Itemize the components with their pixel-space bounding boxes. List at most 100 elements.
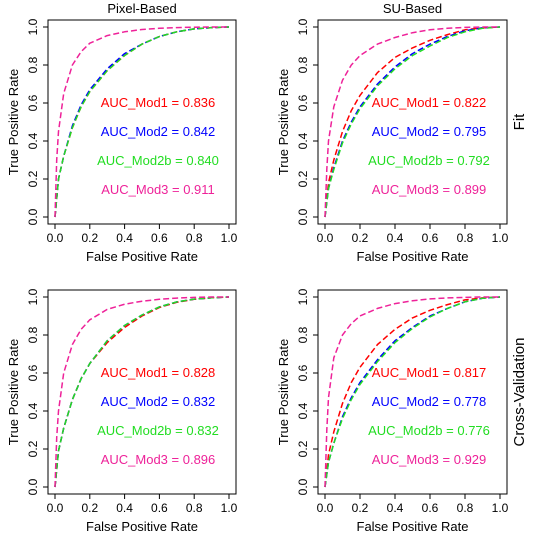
y-tick-label: 0.8	[26, 56, 40, 73]
roc-curve-4	[54, 296, 229, 488]
y-tick-label: 1.0	[26, 288, 40, 305]
y-axis-label: True Positive Rate	[6, 69, 21, 175]
legend-entry: AUC_Mod3 = 0.896	[101, 452, 216, 467]
x-axis: 0.0 0.2 0.4 0.6 0.8 1.0 False Positive Rate	[47, 224, 238, 264]
x-tick-label: 0.4	[387, 501, 404, 515]
plot-frame	[317, 289, 508, 495]
x-tick-label: 0.2	[352, 231, 369, 245]
x-tick-label: 0.6	[422, 231, 439, 245]
x-tick-label: 1.0	[221, 501, 238, 515]
x-tick-label: 0.4	[387, 231, 404, 245]
legend-entry: AUC_Mod2 = 0.778	[372, 394, 487, 409]
x-tick-label: 0.2	[81, 231, 98, 245]
x-tick-label: 0.0	[47, 231, 64, 245]
legend-entry: AUC_Mod3 = 0.929	[372, 452, 487, 467]
plot-frame	[317, 19, 508, 225]
x-tick-label: 0.0	[317, 501, 334, 515]
x-axis: 0.0 0.2 0.4 0.6 0.8 1.0 False Positive Rate	[317, 494, 509, 534]
legend-entry: AUC_Mod2 = 0.842	[101, 124, 216, 139]
legend-entry: AUC_Mod1 = 0.828	[101, 365, 216, 380]
row-label: Cross-Validation	[511, 338, 528, 447]
y-tick-label: 0.0	[296, 208, 310, 225]
x-tick-label: 0.6	[151, 501, 168, 515]
y-tick-label: 0.6	[26, 94, 40, 111]
row-label: Fit	[511, 113, 528, 130]
roc-curve-1	[324, 26, 501, 218]
x-axis-label: False Positive Rate	[86, 249, 198, 264]
x-axis-label: False Positive Rate	[357, 249, 469, 264]
roc-curve-3	[54, 296, 230, 488]
series-group	[54, 296, 230, 488]
x-tick-label: 0.4	[116, 501, 133, 515]
panel-title: Pixel-Based	[107, 1, 176, 16]
y-tick-label: 0.2	[296, 440, 310, 457]
y-tick-label: 0.8	[26, 326, 40, 343]
y-tick-label: 0.6	[26, 364, 40, 381]
roc-panel-4: 0.0 0.2 0.4 0.6 0.8 1.0 False Positive Rate 0.0…	[276, 288, 528, 534]
roc-curve-3	[324, 26, 501, 218]
y-tick-label: 0.4	[26, 402, 40, 419]
legend-entry: AUC_Mod1 = 0.836	[101, 95, 216, 110]
roc-curve-3	[54, 26, 230, 218]
x-tick-label: 1.0	[221, 231, 238, 245]
y-tick-label: 0.6	[296, 94, 310, 111]
x-tick-label: 0.2	[352, 501, 369, 515]
roc-panel-1: Pixel-Based 0.0 0.2 0.4 0.6 0.8 1.0 False Posit…	[6, 1, 238, 264]
y-tick-label: 0.8	[296, 326, 310, 343]
roc-panel-2: SU-Based 0.0 0.2 0.4 0.6 0.8 1.0 False Positive…	[276, 1, 528, 264]
legend-entry: AUC_Mod2b = 0.792	[368, 153, 490, 168]
legend: AUC_Mod1 = 0.836 AUC_Mod2 = 0.842 AUC_Mod2…	[97, 95, 219, 197]
y-tick-label: 0.6	[296, 364, 310, 381]
x-tick-label: 0.8	[186, 231, 203, 245]
y-axis-label: True Positive Rate	[6, 339, 21, 445]
x-axis: 0.0 0.2 0.4 0.6 0.8 1.0 False Positive Rate	[317, 224, 509, 264]
x-tick-label: 0.8	[457, 501, 474, 515]
legend: AUC_Mod1 = 0.822 AUC_Mod2 = 0.795 AUC_Mod2…	[368, 95, 490, 197]
y-axis: 0.0 0.2 0.4 0.6 0.8 1.0 True Positive Rate	[6, 18, 48, 225]
roc-curve-3	[324, 296, 501, 488]
series-group	[324, 296, 501, 488]
x-tick-label: 0.0	[317, 231, 334, 245]
y-tick-label: 1.0	[26, 18, 40, 35]
legend-entry: AUC_Mod2 = 0.832	[101, 394, 216, 409]
x-axis-label: False Positive Rate	[357, 519, 469, 534]
y-tick-label: 0.4	[26, 132, 40, 149]
y-tick-label: 0.8	[296, 56, 310, 73]
plot-frame	[47, 289, 237, 495]
y-tick-label: 1.0	[296, 18, 310, 35]
legend-entry: AUC_Mod2b = 0.840	[97, 153, 219, 168]
y-tick-label: 0.2	[26, 170, 40, 187]
legend: AUC_Mod1 = 0.828 AUC_Mod2 = 0.832 AUC_Mod2…	[97, 365, 219, 467]
roc-curve-4	[54, 26, 229, 218]
y-tick-label: 0.2	[26, 440, 40, 457]
x-tick-label: 1.0	[492, 501, 509, 515]
x-tick-label: 0.8	[186, 501, 203, 515]
legend-entry: AUC_Mod2 = 0.795	[372, 124, 487, 139]
y-tick-label: 0.2	[296, 170, 310, 187]
y-axis: 0.0 0.2 0.4 0.6 0.8 1.0 True Positive Rate	[276, 18, 318, 225]
legend-entry: AUC_Mod1 = 0.817	[372, 365, 487, 380]
panel-title: SU-Based	[383, 1, 442, 16]
x-tick-label: 0.0	[47, 501, 64, 515]
legend-entry: AUC_Mod2b = 0.832	[97, 423, 219, 438]
x-tick-label: 0.8	[457, 231, 474, 245]
y-axis: 0.0 0.2 0.4 0.6 0.8 1.0 True Positive Rate	[6, 288, 48, 495]
x-axis: 0.0 0.2 0.4 0.6 0.8 1.0 False Positive Rate	[47, 494, 238, 534]
y-tick-label: 0.4	[296, 132, 310, 149]
x-tick-label: 1.0	[492, 231, 509, 245]
y-tick-label: 0.0	[296, 478, 310, 495]
y-tick-label: 1.0	[296, 288, 310, 305]
legend-entry: AUC_Mod3 = 0.911	[101, 182, 215, 197]
y-axis: 0.0 0.2 0.4 0.6 0.8 1.0 True Positive Rate	[276, 288, 318, 495]
y-tick-label: 0.0	[26, 208, 40, 225]
legend-entry: AUC_Mod3 = 0.899	[372, 182, 487, 197]
roc-curve-4	[324, 26, 500, 218]
roc-curve-1	[324, 296, 501, 488]
y-tick-label: 0.4	[296, 402, 310, 419]
roc-curve-4	[324, 296, 500, 488]
y-axis-label: True Positive Rate	[276, 339, 291, 445]
x-tick-label: 0.2	[81, 501, 98, 515]
y-axis-label: True Positive Rate	[276, 69, 291, 175]
